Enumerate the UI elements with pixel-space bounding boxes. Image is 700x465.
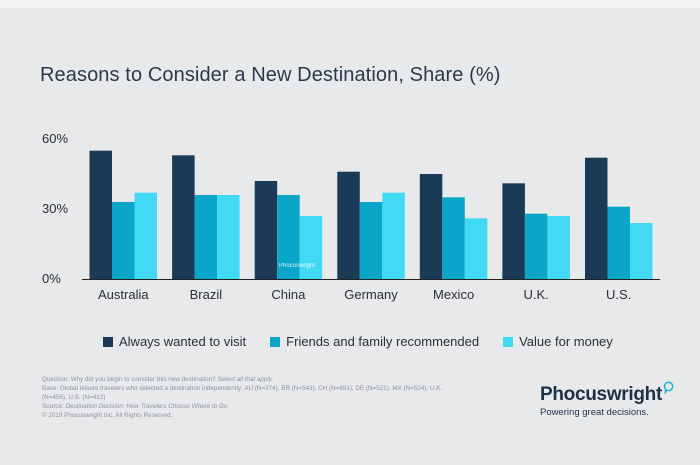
legend-label-always: Always wanted to visit	[119, 334, 247, 349]
footnote: Question: Why did you begin to consider …	[42, 375, 502, 420]
bar-value-us	[630, 223, 653, 279]
bar-always-australia	[89, 150, 112, 279]
x-tick-label: Germany	[344, 287, 398, 302]
x-tick-label: Australia	[98, 287, 149, 302]
legend-item-friends: Friends and family recommended	[270, 334, 479, 349]
bar-always-brazil	[172, 155, 195, 279]
legend: Always wanted to visit Friends and famil…	[103, 334, 637, 349]
x-tick-label: Brazil	[190, 287, 223, 302]
bar-value-uk	[547, 216, 570, 279]
bar-friends-china	[277, 195, 300, 279]
brand-tagline: Powering great decisions.	[540, 407, 649, 418]
bar-friends-uk	[524, 213, 548, 279]
x-tick-label: U.S.	[606, 287, 631, 302]
y-tick-label: 0%	[42, 271, 61, 286]
top-stripe	[0, 0, 700, 8]
brand-logo: Phocuswright Powering great decisions.	[540, 381, 674, 418]
legend-swatch-value	[503, 336, 514, 347]
x-tick-label: China	[271, 287, 306, 302]
bar-always-china	[254, 181, 278, 279]
bar-friends-brazil	[194, 195, 218, 279]
y-tick-label: 60%	[42, 131, 68, 146]
bar-always-mexico	[419, 174, 443, 279]
bar-always-us	[585, 157, 608, 279]
legend-swatch-friends	[270, 336, 281, 347]
legend-label-value: Value for money	[519, 334, 613, 349]
bar-friends-germany	[359, 202, 383, 279]
legend-swatch-always	[103, 336, 113, 347]
bar-always-uk	[502, 183, 525, 279]
bar-chart: 0% 30% 60% Australia Brazil China Germany Mexic…	[42, 131, 660, 302]
bar-value-germany	[382, 192, 405, 279]
footnote-base-2: (N=456), U.S. (N=412)	[42, 394, 106, 401]
bar-friends-us	[607, 206, 630, 279]
legend-item-always: Always wanted to visit	[103, 334, 246, 349]
footnote-source: Source: Destination Decision: How Travel…	[42, 403, 228, 410]
y-tick-label: 30%	[42, 201, 68, 216]
speech-bubble-icon	[663, 381, 674, 394]
bar-value-mexico	[464, 218, 488, 279]
legend-label-friends: Friends and family recommended	[286, 334, 480, 349]
bar-friends-australia	[112, 202, 135, 279]
bar-friends-mexico	[442, 197, 465, 279]
footnote-question: Question: Why did you begin to consider …	[42, 376, 274, 383]
chart-title: Reasons to Consider a New Destination, S…	[40, 64, 501, 86]
watermark: Phocuswright	[279, 263, 315, 269]
footnote-copyright: © 2019 Phocuswright Inc. All Rights Rese…	[42, 412, 173, 419]
footnote-base-1: Base: Global leisure travelers who selec…	[42, 385, 443, 392]
bar-always-germany	[337, 171, 360, 279]
bar-value-brazil	[217, 195, 240, 279]
x-tick-label: Mexico	[433, 287, 474, 302]
bar-value-australia	[134, 192, 157, 279]
x-tick-label: U.K.	[523, 287, 548, 302]
brand-name: Phocuswright	[540, 381, 674, 406]
bar-value-china	[299, 216, 323, 279]
legend-item-value: Value for money	[503, 334, 613, 349]
